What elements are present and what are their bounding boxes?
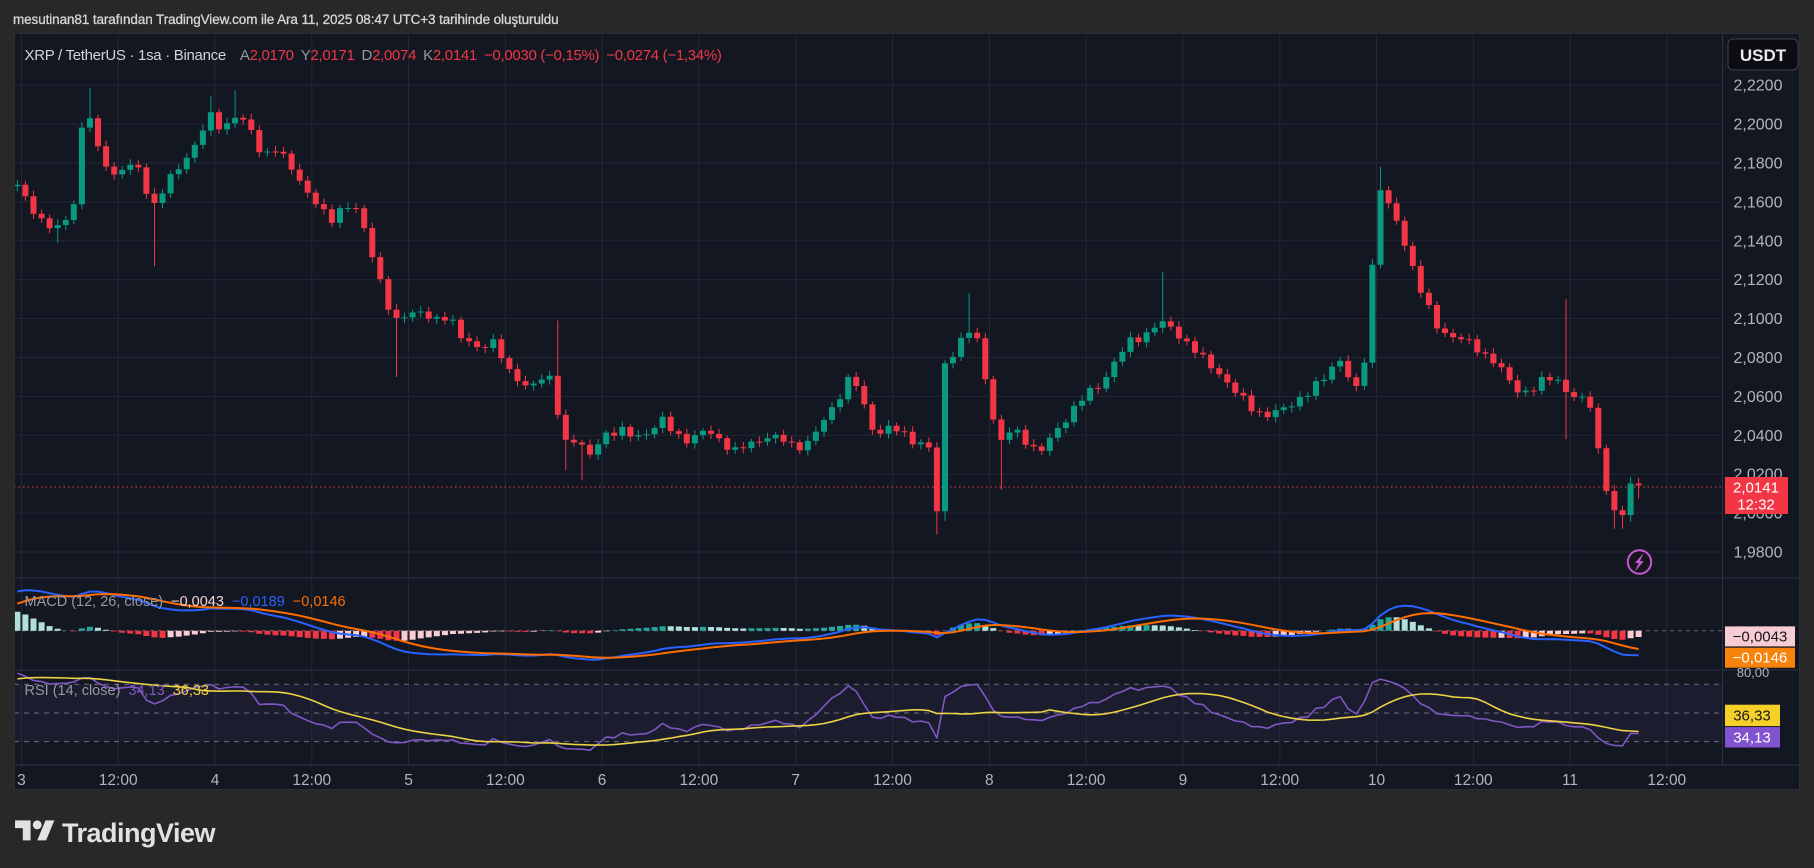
svg-text:2,1600: 2,1600	[1734, 194, 1783, 211]
svg-text:2,0800: 2,0800	[1734, 350, 1783, 367]
svg-text:XRP / TetherUS · 1sa · Binance: XRP / TetherUS · 1sa · Binance A2,0170 Y2,…	[25, 47, 722, 64]
svg-text:2,1000: 2,1000	[1734, 311, 1783, 328]
svg-text:7: 7	[791, 772, 800, 789]
svg-text:5: 5	[404, 772, 413, 789]
svg-text:12:00: 12:00	[680, 772, 719, 789]
svg-text:12:32: 12:32	[1737, 497, 1775, 514]
svg-text:2,2000: 2,2000	[1734, 117, 1783, 134]
svg-text:34,13: 34,13	[1733, 730, 1771, 747]
svg-text:−0,0043: −0,0043	[1733, 629, 1788, 646]
svg-text:12:00: 12:00	[1067, 772, 1106, 789]
svg-text:MACD (12, 26, close)−0,0043−0,: MACD (12, 26, close) −0,0043 −0,0189 −0,014…	[25, 594, 346, 610]
svg-text:9: 9	[1179, 772, 1188, 789]
svg-text:8: 8	[985, 772, 994, 789]
svg-text:2,1800: 2,1800	[1734, 156, 1783, 173]
svg-text:2,0141: 2,0141	[1733, 480, 1779, 497]
svg-text:2,0600: 2,0600	[1734, 389, 1783, 406]
svg-text:2,1200: 2,1200	[1734, 272, 1783, 289]
svg-text:36,33: 36,33	[1733, 708, 1771, 725]
svg-text:11: 11	[1562, 772, 1578, 789]
svg-text:12:00: 12:00	[292, 772, 331, 789]
svg-text:12:00: 12:00	[1260, 772, 1299, 789]
svg-text:3: 3	[17, 772, 26, 789]
svg-text:1,9800: 1,9800	[1734, 545, 1783, 562]
svg-text:12:00: 12:00	[486, 772, 525, 789]
svg-text:2,1400: 2,1400	[1734, 233, 1783, 250]
svg-text:6: 6	[598, 772, 607, 789]
svg-text:12:00: 12:00	[1647, 772, 1686, 789]
svg-text:0,0000: 0,0000	[1739, 624, 1788, 641]
svg-text:2,0400: 2,0400	[1734, 428, 1783, 445]
svg-text:−0,0146: −0,0146	[1733, 650, 1788, 667]
svg-text:12:00: 12:00	[1454, 772, 1493, 789]
svg-text:10: 10	[1368, 772, 1386, 789]
svg-text:4: 4	[211, 772, 220, 789]
svg-text:12:00: 12:00	[873, 772, 912, 789]
svg-text:12:00: 12:00	[99, 772, 138, 789]
svg-text:USDT: USDT	[1740, 46, 1787, 65]
svg-text:80,00: 80,00	[1737, 665, 1770, 680]
svg-text:2,2200: 2,2200	[1734, 78, 1783, 95]
